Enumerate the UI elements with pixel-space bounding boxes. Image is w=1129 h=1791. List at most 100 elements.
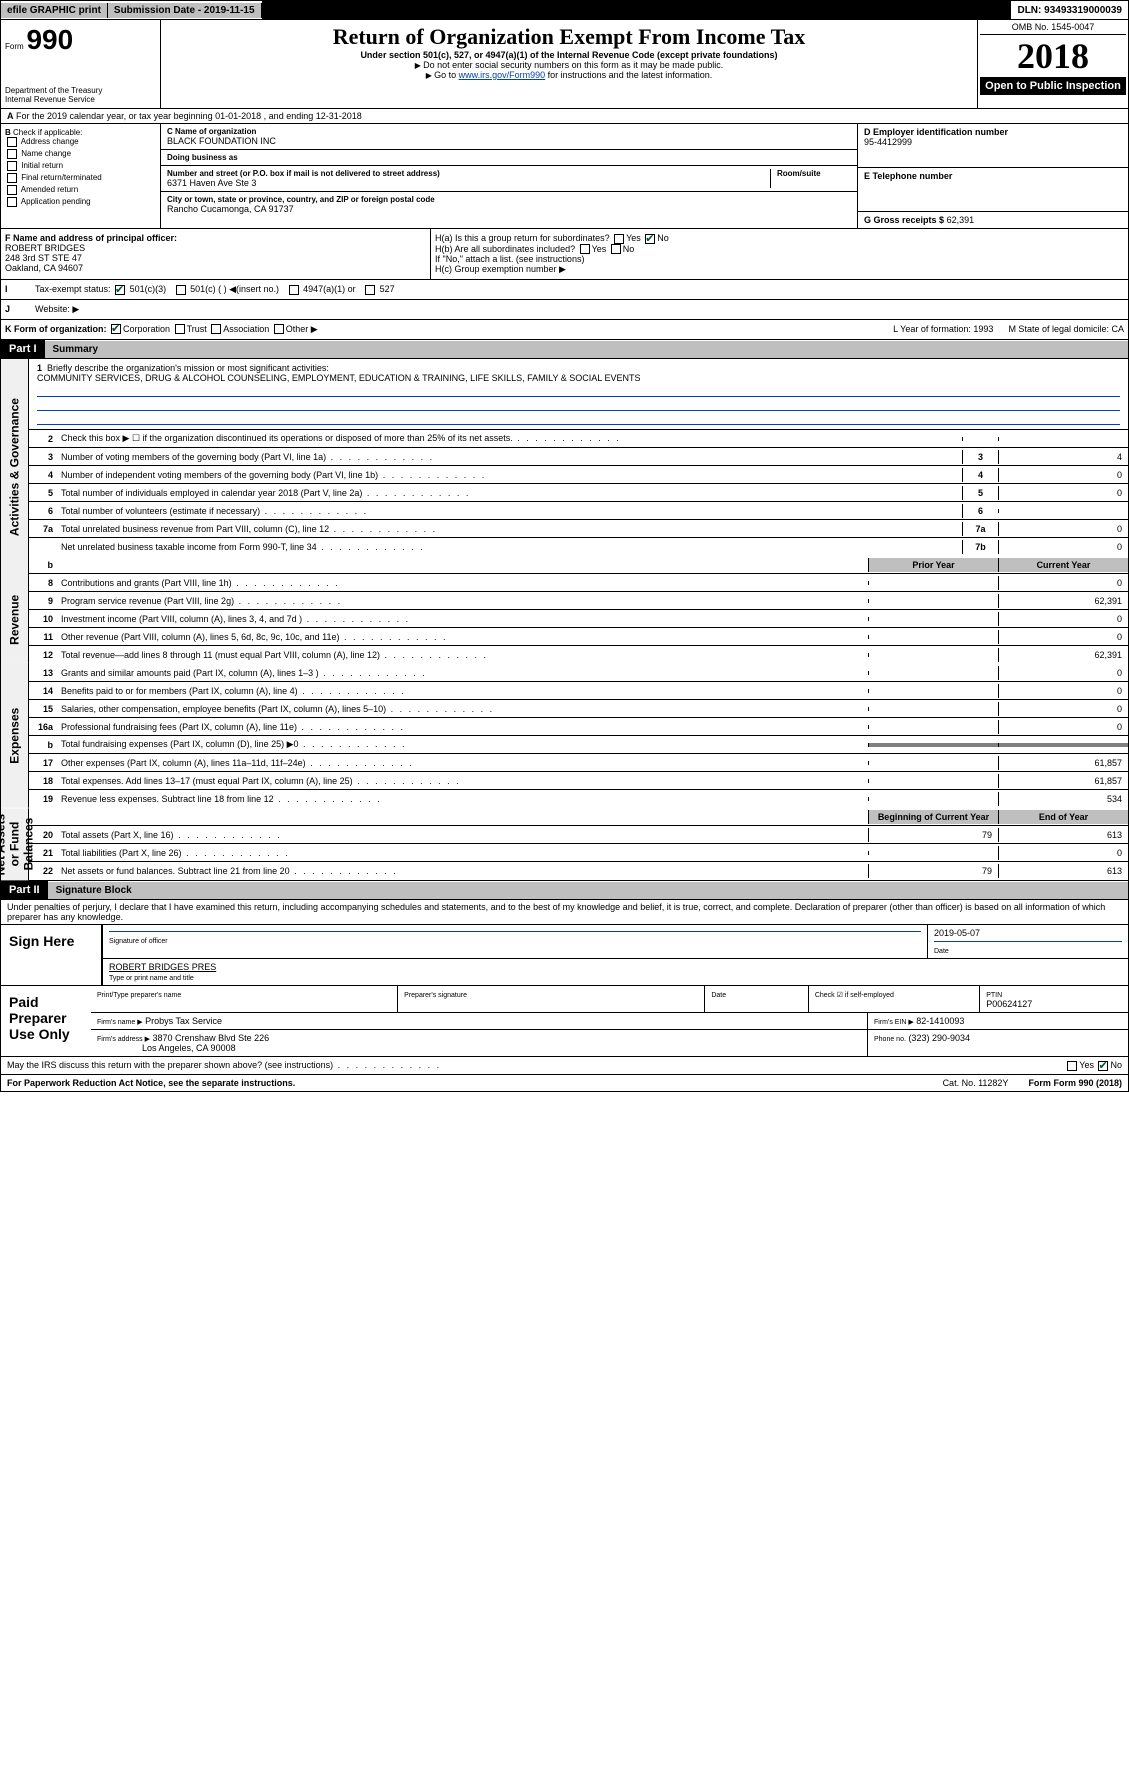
part-1-title: Summary <box>45 341 1128 358</box>
form990-link[interactable]: www.irs.gov/Form990 <box>459 70 546 80</box>
line-19: 19Revenue less expenses. Subtract line 1… <box>29 790 1128 808</box>
tab-expenses: Expenses <box>1 663 29 808</box>
chk-final-return[interactable]: Final return/terminated <box>5 173 156 183</box>
ptin: PTINP00624127 <box>980 986 1128 1012</box>
officer-label: F Name and address of principal officer: <box>5 233 177 243</box>
chk-amended[interactable]: Amended return <box>5 185 156 195</box>
preparer-signature[interactable]: Preparer's signature <box>398 986 705 1012</box>
line-11: 11Other revenue (Part VIII, column (A), … <box>29 628 1128 646</box>
self-employed-check[interactable]: Check ☑ if self-employed <box>809 986 980 1012</box>
open-inspection: Open to Public Inspection <box>980 77 1126 95</box>
phone-label: E Telephone number <box>864 171 952 181</box>
topbar-spacer <box>262 1 1012 19</box>
ein-label: D Employer identification number <box>864 127 1008 137</box>
line-17: 17Other expenses (Part IX, column (A), l… <box>29 754 1128 772</box>
col-de: D Employer identification number 95-4412… <box>858 124 1128 228</box>
efile-print-button[interactable]: efile GRAPHIC print <box>1 3 108 18</box>
discuss-yes[interactable] <box>1067 1061 1077 1071</box>
ein: 95-4412999 <box>864 137 912 147</box>
h-c: H(c) Group exemption number ▶ <box>435 264 1124 275</box>
chk-initial-return[interactable]: Initial return <box>5 161 156 171</box>
col-c-org-info: C Name of organization BLACK FOUNDATION … <box>161 124 858 228</box>
h-b: H(b) Are all subordinates included? Yes … <box>435 244 1124 255</box>
city-label: City or town, state or province, country… <box>167 195 851 204</box>
line-12: 12Total revenue—add lines 8 through 11 (… <box>29 646 1128 664</box>
note-goto: Go to www.irs.gov/Form990 for instructio… <box>165 70 973 80</box>
org-name-label: C Name of organization <box>167 127 851 136</box>
col-b-checkboxes: B Check if applicable: Address change Na… <box>1 124 161 228</box>
dln: DLN: 93493319000039 <box>1011 3 1128 18</box>
dba-label: Doing business as <box>167 153 851 162</box>
line-14: 14Benefits paid to or for members (Part … <box>29 682 1128 700</box>
paperwork-notice: For Paperwork Reduction Act Notice, see … <box>7 1078 295 1088</box>
chk-address-change[interactable]: Address change <box>5 137 156 147</box>
chk-501c[interactable] <box>176 285 186 295</box>
officer-name: ROBERT BRIDGES <box>5 243 85 253</box>
hdr-current-year: Current Year <box>998 558 1128 572</box>
line-18: 18Total expenses. Add lines 13–17 (must … <box>29 772 1128 790</box>
chk-other[interactable] <box>274 324 284 334</box>
col-f-officer: F Name and address of principal officer:… <box>1 229 431 279</box>
section-fh: F Name and address of principal officer:… <box>0 229 1129 280</box>
part-2-header: Part II <box>1 881 48 899</box>
officer-addr2: Oakland, CA 94607 <box>5 263 83 273</box>
tab-revenue: Revenue <box>1 576 29 663</box>
part-1-header: Part I <box>1 340 45 358</box>
discuss-row: May the IRS discuss this return with the… <box>0 1057 1129 1075</box>
row-i: I Tax-exempt status: 501(c)(3) 501(c) ( … <box>0 280 1129 300</box>
line-5: 5Total number of individuals employed in… <box>29 484 1128 502</box>
sign-here-label: Sign Here <box>1 925 91 985</box>
line-: Net unrelated business taxable income fr… <box>29 538 1128 556</box>
title-box: Return of Organization Exempt From Incom… <box>161 20 978 108</box>
tax-year: 2018 <box>980 35 1126 77</box>
officer-signature[interactable]: Signature of officer <box>103 925 928 958</box>
chk-assoc[interactable] <box>211 324 221 334</box>
cat-no: Cat. No. 11282Y <box>943 1078 1009 1088</box>
summary-table: Activities & Governance Revenue Expenses… <box>0 359 1129 881</box>
chk-4947[interactable] <box>289 285 299 295</box>
tax-exempt-label: Tax-exempt status: <box>35 284 111 294</box>
chk-trust[interactable] <box>175 324 185 334</box>
line-16a: 16aProfessional fundraising fees (Part I… <box>29 718 1128 736</box>
firm-address: Firm's address ▶ 3870 Crenshaw Blvd Ste … <box>91 1030 868 1056</box>
state-domicile: M State of legal domicile: CA <box>1008 324 1124 334</box>
year-box: OMB No. 1545-0047 2018 Open to Public In… <box>978 20 1128 108</box>
mission-label: Briefly describe the organization's miss… <box>47 363 329 373</box>
chk-name-change[interactable]: Name change <box>5 149 156 159</box>
discuss-no[interactable] <box>1098 1061 1108 1071</box>
firm-name: Firm's name ▶ Probys Tax Service <box>91 1013 868 1029</box>
firm-ein: Firm's EIN ▶ 82-1410093 <box>868 1013 1128 1029</box>
section-bcde: B Check if applicable: Address change Na… <box>0 124 1129 229</box>
line-10: 10Investment income (Part VIII, column (… <box>29 610 1128 628</box>
chk-corp[interactable] <box>111 324 121 334</box>
col-headers-1: b Prior Year Current Year <box>29 556 1128 574</box>
line-4: 4Number of independent voting members of… <box>29 466 1128 484</box>
form-990-footer: Form Form 990 (2018) <box>1028 1078 1122 1088</box>
preparer-date: Date <box>705 986 809 1012</box>
line-9: 9Program service revenue (Part VIII, lin… <box>29 592 1128 610</box>
chk-app-pending[interactable]: Application pending <box>5 197 156 207</box>
sign-date: 2019-05-07Date <box>928 925 1128 958</box>
chk-527[interactable] <box>365 285 375 295</box>
preparer-name: Print/Type preparer's name <box>91 986 398 1012</box>
mission-text: COMMUNITY SERVICES, DRUG & ALCOHOL COUNS… <box>37 373 640 383</box>
part-2-title: Signature Block <box>48 882 1128 899</box>
col-headers-2: Beginning of Current Year End of Year <box>29 808 1128 826</box>
paid-preparer-block: Paid Preparer Use Only Print/Type prepar… <box>0 986 1129 1057</box>
street-label: Number and street (or P.O. box if mail i… <box>167 169 764 178</box>
perjury-statement: Under penalties of perjury, I declare th… <box>0 900 1129 925</box>
website: Website: ▶ <box>31 300 1128 319</box>
form-number: 990 <box>26 24 73 55</box>
dept-treasury: Department of the Treasury Internal Reve… <box>5 86 156 104</box>
form-title: Return of Organization Exempt From Incom… <box>165 24 973 50</box>
discuss-question: May the IRS discuss this return with the… <box>7 1060 441 1071</box>
gross-receipts-label: G Gross receipts $ <box>864 215 944 225</box>
officer-typed-name: ROBERT BRIDGES PRES Type or print name a… <box>103 959 1128 985</box>
line-3: 3Number of voting members of the governi… <box>29 448 1128 466</box>
gross-receipts: 62,391 <box>947 215 975 225</box>
line-a: A For the 2019 calendar year, or tax yea… <box>0 109 1129 124</box>
chk-501c3[interactable] <box>115 285 125 295</box>
part-1-header-row: Part I Summary <box>0 340 1129 359</box>
form-subtitle: Under section 501(c), 527, or 4947(a)(1)… <box>165 50 973 60</box>
form-number-box: Form 990 Department of the Treasury Inte… <box>1 20 161 108</box>
